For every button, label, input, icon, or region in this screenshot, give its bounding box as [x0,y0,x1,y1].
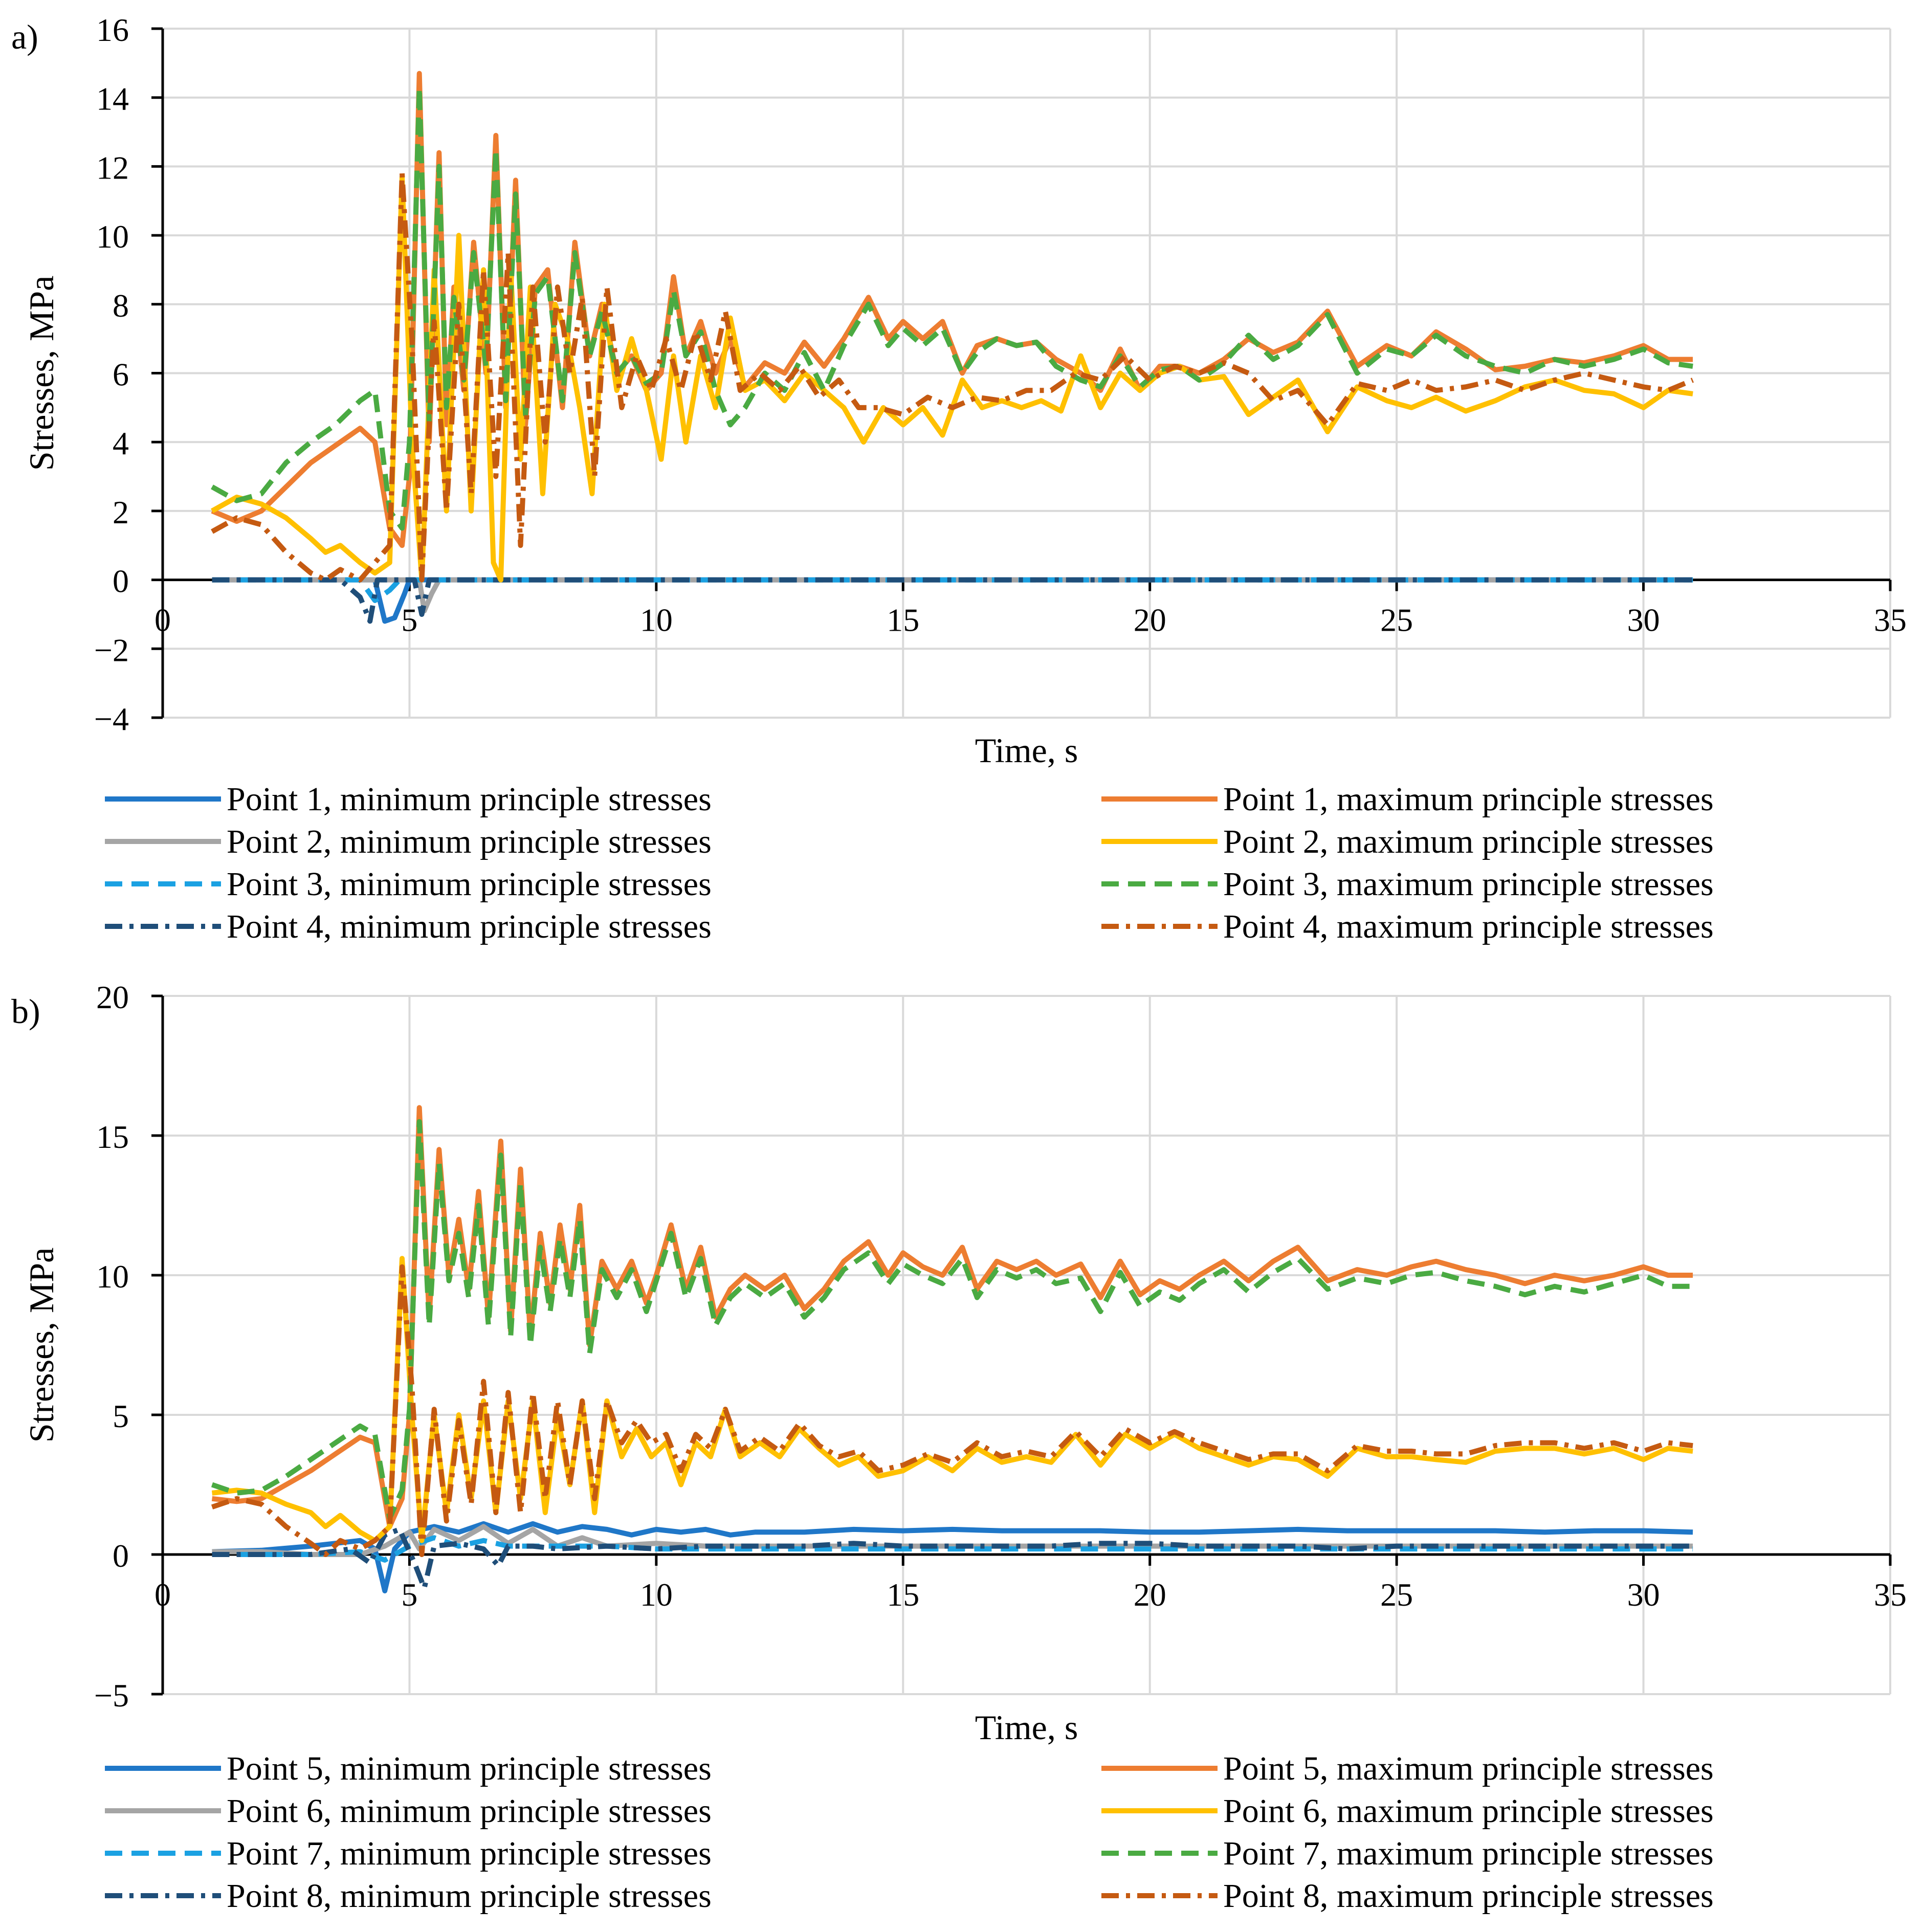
legend-item: Point 1, minimum principle stresses [105,781,712,818]
x-tick-label: 10 [640,1576,673,1613]
legend-label: Point 2, minimum principle stresses [227,823,712,860]
legend-label: Point 1, maximum principle stresses [1223,781,1714,818]
y-tick-label: 14 [96,81,129,117]
y-tick-label: 0 [113,563,129,599]
legend: Point 5, minimum principle stresses Point… [105,1750,1714,1915]
legend-item: Point 4, maximum principle stresses [1101,908,1714,945]
series-line-8 [211,1264,1693,1557]
x-tick-label: 5 [401,602,417,638]
legend-label: Point 6, minimum principle stresses [227,1792,712,1830]
x-tick-label: 30 [1627,1576,1660,1613]
y-tick-label: 0 [113,1538,129,1574]
chart-panel-a: −4 −2 0 2 4 6 8 10 12 14 16 0 5 10 15 20 25 30 35 Time, s St… [11,12,1907,945]
x-tick-label: 20 [1134,1576,1166,1613]
panel-label: a) [11,17,38,56]
x-tick-label: 30 [1627,602,1660,638]
x-tick-label: 25 [1380,602,1413,638]
y-tick-label: 12 [96,149,129,186]
y-tick-label: 5 [113,1398,129,1434]
y-axis-title: Stresses, MPa [22,276,61,471]
y-tick-label: −2 [94,632,129,668]
x-tick-label: 15 [887,602,919,638]
legend-label: Point 4, minimum principle stresses [227,908,712,945]
y-tick-label: 20 [96,979,129,1015]
legend-label: Point 8, maximum principle stresses [1223,1877,1714,1915]
legend-label: Point 7, minimum principle stresses [227,1835,712,1872]
series-line-7 [211,84,1693,531]
series-line-8 [211,170,1694,583]
x-tick-label: 35 [1874,1576,1907,1613]
legend-item: Point 8, minimum principle stresses [105,1877,712,1915]
legend-item: Point 7, minimum principle stresses [105,1835,712,1872]
series-line-6 [211,174,1693,583]
x-tick-label: 10 [640,602,673,638]
legend-item: Point 6, maximum principle stresses [1101,1792,1714,1830]
legend-label: Point 8, minimum principle stresses [227,1877,712,1915]
y-tick-label: 4 [113,425,129,461]
series-line-6 [211,1256,1693,1543]
legend-label: Point 3, minimum principle stresses [227,865,712,903]
y-tick-label: 16 [96,12,129,48]
series-line-4 [212,1526,1693,1591]
legend-label: Point 3, maximum principle stresses [1223,865,1714,903]
x-tick-label: 0 [154,1576,171,1613]
x-tick-label: 35 [1874,602,1907,638]
x-tick-label: 0 [154,602,171,638]
x-tick-label: 15 [887,1576,919,1613]
y-tick-label: 8 [113,287,129,324]
legend-label: Point 5, maximum principle stresses [1223,1750,1714,1787]
x-tick-label: 5 [401,1576,417,1613]
y-tick-label: 15 [96,1119,129,1155]
x-axis-title: Time, s [975,1708,1078,1747]
series-line-4 [212,577,1693,624]
legend-label: Point 4, maximum principle stresses [1223,908,1714,945]
y-tick-label: −4 [94,701,129,737]
chart-panel-b: −5 0 5 10 15 20 0 5 10 15 20 25 30 35 Time, s Stresses,… [11,979,1907,1915]
y-tick-label: 2 [113,494,129,530]
y-tick-label: 10 [96,218,129,255]
y-tick-label: 10 [96,1258,129,1295]
legend: Point 1, minimum principle stresses Point… [105,781,1714,945]
legend-item: Point 2, maximum principle stresses [1101,823,1714,860]
x-axis-title: Time, s [975,731,1078,770]
legend-item: Point 5, minimum principle stresses [105,1750,712,1787]
legend-item: Point 4, minimum principle stresses [105,908,712,945]
legend-item: Point 8, maximum principle stresses [1101,1877,1714,1915]
panel-label: b) [11,992,40,1031]
legend-item: Point 5, maximum principle stresses [1101,1750,1714,1787]
legend-item: Point 7, maximum principle stresses [1101,1835,1714,1872]
x-tick-label: 20 [1134,602,1166,638]
legend-item: Point 3, maximum principle stresses [1101,865,1714,903]
series-line-1 [212,1521,1693,1593]
series-line-2 [212,1524,1693,1557]
legend-item: Point 1, maximum principle stresses [1101,781,1714,818]
y-tick-label: −5 [94,1677,129,1714]
series-group [211,71,1694,624]
y-axis-title: Stresses, MPa [22,1248,61,1443]
legend-label: Point 7, maximum principle stresses [1223,1835,1714,1872]
x-tick-label: 25 [1380,1576,1413,1613]
legend-label: Point 2, maximum principle stresses [1223,823,1714,860]
legend-label: Point 6, maximum principle stresses [1223,1792,1714,1830]
y-tick-label: 6 [113,357,129,393]
legend-label: Point 5, minimum principle stresses [227,1750,712,1787]
legend-item: Point 6, minimum principle stresses [105,1792,712,1830]
legend-item: Point 3, minimum principle stresses [105,865,712,903]
series-group [211,1105,1693,1593]
legend-item: Point 2, minimum principle stresses [105,823,712,860]
series-line-7 [211,1119,1693,1521]
legend-label: Point 1, minimum principle stresses [227,781,712,818]
